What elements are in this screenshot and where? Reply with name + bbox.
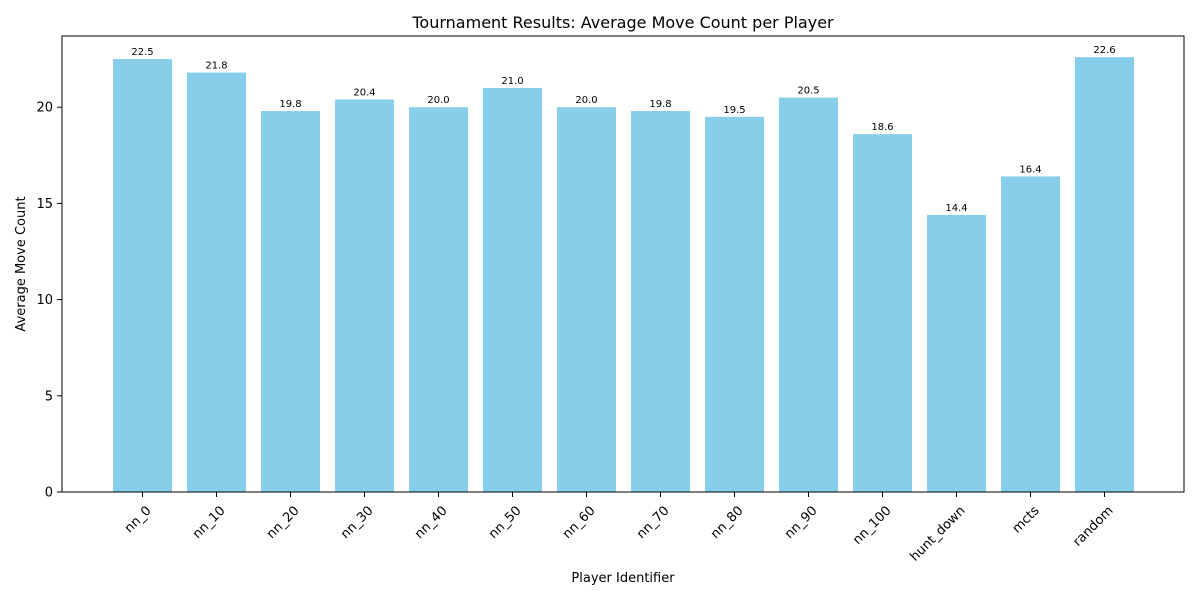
- x-tick-label-nn_30: nn_30: [338, 503, 377, 542]
- data-label-nn_10: 21.8: [205, 61, 227, 72]
- bar-nn_0: [113, 59, 172, 493]
- y-tick-label-10: 10: [36, 293, 53, 308]
- bar-nn_80: [705, 116, 764, 492]
- bar-nn_40: [409, 107, 468, 492]
- x-tick-label-nn_90: nn_90: [782, 503, 821, 542]
- x-tick-label-nn_0: nn_0: [122, 503, 155, 536]
- data-label-hunt_down: 14.4: [945, 203, 967, 214]
- bar-nn_30: [335, 99, 394, 493]
- x-tick-label-random: random: [1070, 503, 1116, 549]
- x-tick-label-nn_60: nn_60: [560, 503, 599, 542]
- x-tick-label-nn_80: nn_80: [708, 503, 747, 542]
- bar-nn_90: [779, 97, 838, 492]
- data-label-nn_40: 20.0: [427, 95, 449, 106]
- chart-title: Tournament Results: Average Move Count p…: [411, 13, 834, 32]
- y-tick-label-0: 0: [45, 486, 53, 501]
- bar-mcts: [1001, 176, 1060, 492]
- x-tick-label-nn_40: nn_40: [412, 503, 451, 542]
- y-tick-label-5: 5: [45, 389, 53, 404]
- bar-nn_70: [631, 111, 690, 492]
- data-label-random: 22.6: [1093, 45, 1115, 56]
- x-axis-label: Player Identifier: [571, 571, 675, 586]
- data-label-nn_60: 20.0: [575, 95, 597, 106]
- x-tick-label-nn_10: nn_10: [190, 503, 229, 542]
- data-label-nn_80: 19.5: [723, 105, 745, 116]
- bar-nn_60: [557, 107, 616, 492]
- data-label-nn_70: 19.8: [649, 99, 671, 110]
- y-tick-label-20: 20: [36, 101, 53, 116]
- bar-random: [1075, 57, 1134, 492]
- bar-nn_100: [853, 134, 912, 492]
- x-tick-label-nn_20: nn_20: [264, 503, 303, 542]
- bar-nn_50: [483, 87, 542, 492]
- bar-nn_10: [187, 72, 246, 492]
- data-label-nn_100: 18.6: [871, 122, 893, 133]
- y-tick-label-15: 15: [36, 197, 53, 212]
- x-axis: nn_0 nn_10 nn_20 nn_30 nn_40 nn_50 nn_60 nn_70 n…: [122, 492, 1117, 565]
- y-axis: 0 5 10 15 20: [36, 101, 62, 501]
- x-tick-label-hunt_down: hunt_down: [907, 503, 968, 564]
- data-label-nn_20: 19.8: [279, 99, 301, 110]
- plot-frame: [61, 35, 1185, 493]
- x-tick-label-nn_50: nn_50: [486, 503, 525, 542]
- data-label-nn_50: 21.0: [501, 76, 523, 87]
- x-tick-label-nn_100: nn_100: [850, 503, 894, 547]
- data-label-nn_90: 20.5: [797, 86, 819, 97]
- y-axis-label: Average Move Count: [14, 196, 29, 331]
- data-label-nn_30: 20.4: [353, 87, 375, 98]
- bar-nn_20: [261, 111, 320, 492]
- x-tick-label-mcts: mcts: [1010, 503, 1043, 536]
- bars-group: [113, 57, 1134, 493]
- data-labels-group: 22.5 21.8 19.8 20.4 20.0 21.0 20.0 19.8 19.5 20.5…: [131, 45, 1115, 214]
- bar-hunt_down: [927, 214, 986, 492]
- x-tick-label-nn_70: nn_70: [634, 503, 673, 542]
- data-label-mcts: 16.4: [1019, 164, 1041, 175]
- data-label-nn_0: 22.5: [131, 47, 153, 58]
